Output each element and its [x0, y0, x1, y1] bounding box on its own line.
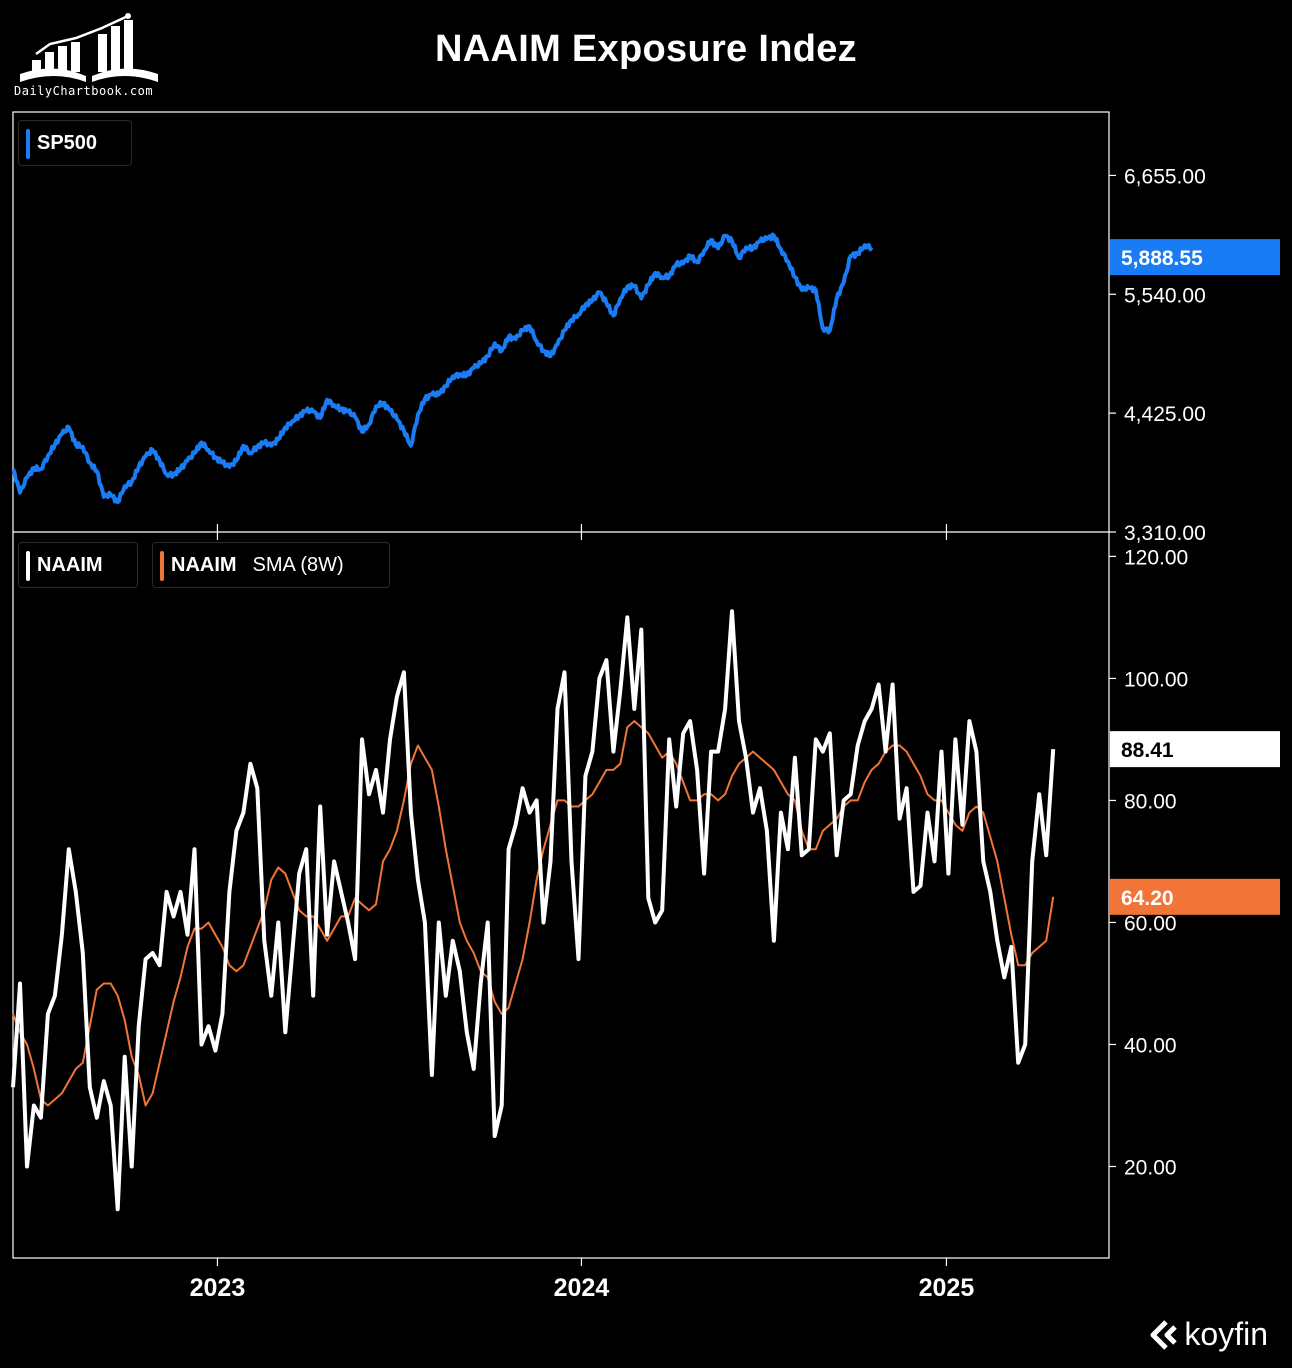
- sp500-series-line: [11, 232, 874, 505]
- naaim-sma-series-line: [12, 720, 1055, 1107]
- sma-last-value-badge-bg: [1110, 878, 1280, 915]
- sp500-legend-swatch: [26, 129, 30, 159]
- naaim-y-tick-label: 20.00: [1124, 1156, 1177, 1179]
- naaim-sma-legend-label: NAAIM: [171, 553, 237, 576]
- naaim-last-value-badge-text: 88.41: [1121, 739, 1174, 762]
- naaim-sma-legend-swatch: [160, 551, 164, 581]
- naaim-last-value-badge-bg: [1110, 731, 1280, 768]
- logo-text: DailyChartbook.com: [14, 84, 154, 98]
- naaim-y-tick-label: 80.00: [1124, 790, 1177, 813]
- koyfin-logo-icon: [1150, 1319, 1178, 1350]
- sp500-legend: SP500: [18, 120, 132, 166]
- x-tick-label: 2025: [919, 1274, 975, 1302]
- naaim-sma-legend: NAAIM SMA (8W): [152, 542, 390, 588]
- sp500-last-value-badge-bg: [1110, 239, 1280, 276]
- naaim-y-tick-label: 40.00: [1124, 1034, 1177, 1057]
- sp500-y-tick-label: 5,540.00: [1124, 284, 1206, 307]
- naaim-series-line: [11, 609, 1056, 1212]
- sp500-last-value-badge-text: 5,888.55: [1121, 247, 1203, 270]
- sma-last-value-badge-text: 64.20: [1121, 887, 1174, 910]
- sp500-legend-label: SP500: [37, 131, 98, 154]
- naaim-legend-swatch: [26, 551, 30, 581]
- x-tick-label: 2023: [190, 1274, 246, 1302]
- naaim-sma-legend-suffix: SMA (8W): [252, 553, 344, 576]
- chart-book-logo-icon: [20, 13, 158, 82]
- naaim-legend: NAAIM: [18, 542, 138, 588]
- sp500-y-tick-label: 6,655.00: [1124, 165, 1206, 188]
- naaim-y-tick-label: 120.00: [1124, 546, 1188, 569]
- koyfin-watermark: koyfin: [1148, 1316, 1268, 1353]
- naaim-legend-label: NAAIM: [37, 553, 103, 576]
- chart-title: NAAIM Exposure Indez: [435, 28, 857, 70]
- naaim-y-tick-label: 60.00: [1124, 912, 1177, 935]
- plot-frame: [12, 111, 1110, 1259]
- sp500-y-tick-label: 4,425.00: [1124, 403, 1206, 426]
- x-tick-label: 2024: [554, 1274, 610, 1302]
- sp500-y-tick-label: 3,310.00: [1124, 522, 1206, 545]
- naaim-y-tick-label: 100.00: [1124, 668, 1188, 691]
- koyfin-brand-text: koyfin: [1184, 1316, 1268, 1352]
